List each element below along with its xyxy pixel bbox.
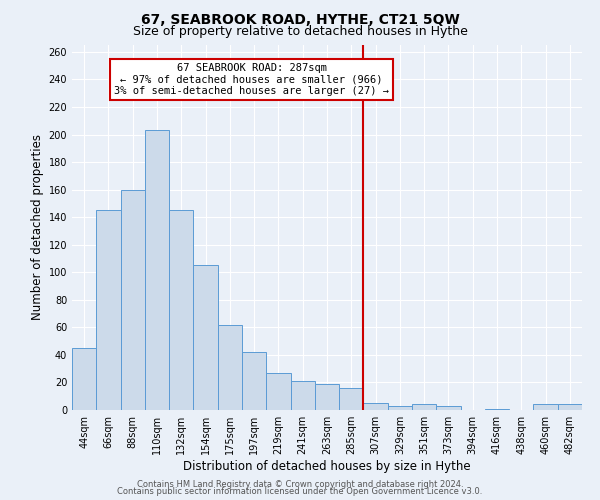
Bar <box>485 408 509 410</box>
Bar <box>218 324 242 410</box>
Text: Contains public sector information licensed under the Open Government Licence v3: Contains public sector information licen… <box>118 488 482 496</box>
Bar <box>339 388 364 410</box>
Bar <box>290 381 315 410</box>
Text: Contains HM Land Registry data © Crown copyright and database right 2024.: Contains HM Land Registry data © Crown c… <box>137 480 463 489</box>
Bar <box>412 404 436 410</box>
Bar <box>315 384 339 410</box>
Bar <box>266 373 290 410</box>
Bar <box>121 190 145 410</box>
Text: Size of property relative to detached houses in Hythe: Size of property relative to detached ho… <box>133 25 467 38</box>
Bar <box>388 406 412 410</box>
Bar <box>558 404 582 410</box>
Y-axis label: Number of detached properties: Number of detached properties <box>31 134 44 320</box>
Bar <box>436 406 461 410</box>
Bar <box>72 348 96 410</box>
X-axis label: Distribution of detached houses by size in Hythe: Distribution of detached houses by size … <box>183 460 471 473</box>
Bar <box>364 403 388 410</box>
Bar <box>169 210 193 410</box>
Text: 67, SEABROOK ROAD, HYTHE, CT21 5QW: 67, SEABROOK ROAD, HYTHE, CT21 5QW <box>140 12 460 26</box>
Bar <box>96 210 121 410</box>
Bar <box>193 266 218 410</box>
Text: 67 SEABROOK ROAD: 287sqm
← 97% of detached houses are smaller (966)
3% of semi-d: 67 SEABROOK ROAD: 287sqm ← 97% of detach… <box>114 63 389 96</box>
Bar <box>533 404 558 410</box>
Bar <box>242 352 266 410</box>
Bar <box>145 130 169 410</box>
